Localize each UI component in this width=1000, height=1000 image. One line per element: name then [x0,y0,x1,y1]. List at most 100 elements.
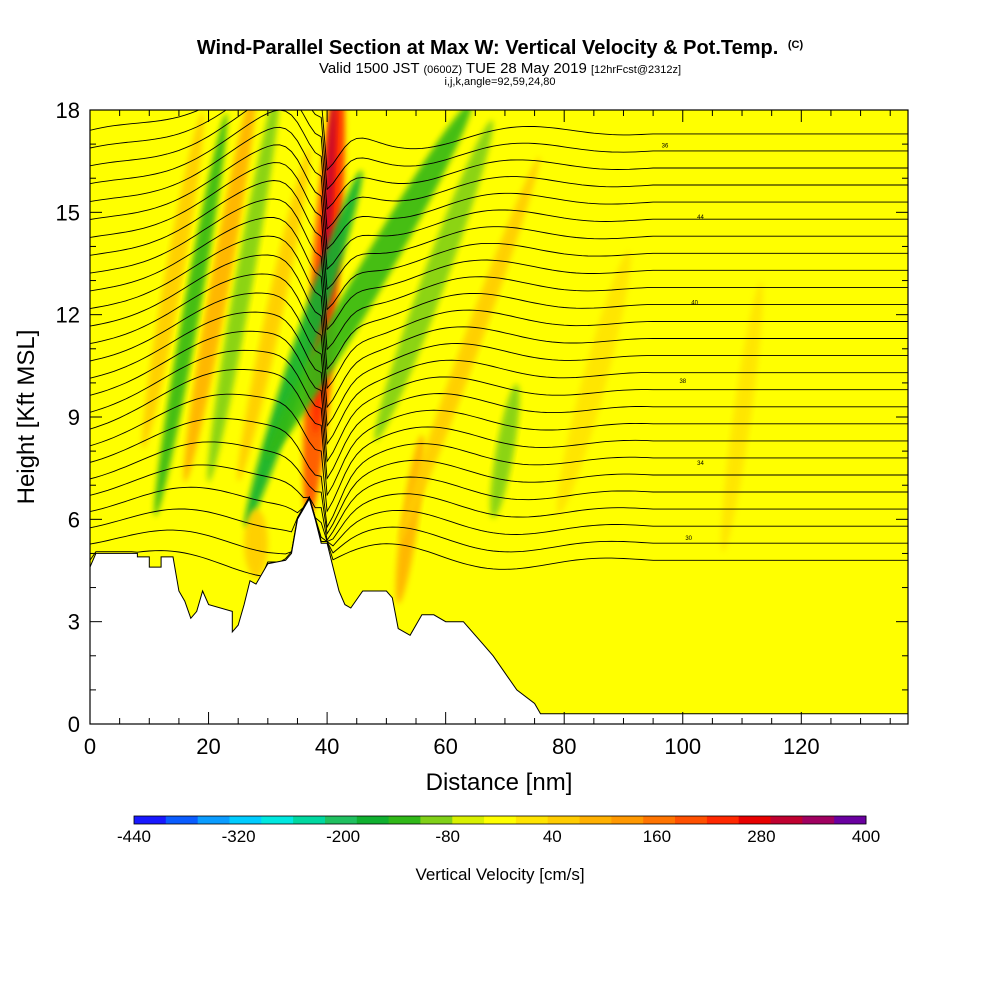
x-tick-label: 60 [433,734,457,759]
y-axis-label: Height [Kft MSL] [13,330,40,505]
colorbar-tick-label: 160 [643,827,671,846]
theta-contour [90,393,908,513]
colorbar-swatch [484,816,517,824]
colorbar-swatch [420,816,453,824]
theta-contour [90,273,908,409]
theta-contour [90,110,908,230]
theta-contour [90,496,908,555]
updraft-low-level [244,509,268,578]
colorbar-swatch [802,816,835,824]
terrain-mask [90,497,908,724]
y-tick-label: 12 [56,303,80,328]
downdraft-band-5 [490,383,520,519]
theta-contour [90,254,908,390]
downdraft-band-2 [207,110,281,483]
theta-contour [90,441,908,536]
y-tick-label: 18 [56,98,80,123]
colorbar: -440 -320 -200 -80 40 160 280 400 [117,815,880,846]
theta-contour [90,311,908,446]
colorbar-tick-label: 400 [852,827,880,846]
contour-label: 36 [662,144,669,150]
theta-contour [90,162,908,291]
theta-contour [90,180,908,311]
colorbar-swatch [261,816,294,824]
colorbar-label: Vertical Velocity [cm/s] [415,865,584,884]
theta-contour [90,110,908,191]
theta-contour [90,110,908,172]
theta-contour [90,198,908,331]
x-axis-label: Distance [nm] [426,769,573,796]
colorbar-swatch [229,816,262,824]
theta-contour [90,464,908,542]
colorbar-tick-label: 280 [747,827,775,846]
downdraft-band-3 [265,110,472,459]
x-tick-label: 80 [552,734,576,759]
colorbar-swatch [197,816,230,824]
x-tick-label: 40 [315,734,339,759]
colorbar-swatch [452,816,485,824]
colorbar-swatch [165,816,199,824]
x-tick-label: 20 [196,734,220,759]
theta-contour [90,292,908,427]
colorbar-swatch [134,816,167,824]
theta-contour [90,417,908,529]
x-tick-label: 100 [664,734,701,759]
chart-indices: i,j,k,angle=92,59,24,80 [444,76,556,88]
colorbar-swatch [834,816,867,824]
contour-label: 38 [679,379,686,385]
theta-contour [90,110,908,210]
theta-contour [90,349,908,480]
y-tick-label: 9 [68,405,80,430]
updraft-band-6 [556,251,631,515]
colorbar-tick-label: -320 [222,827,256,846]
colorbar-frame [133,815,867,825]
y-tick-label: 15 [56,200,80,225]
downdraft-band-1 [154,113,228,517]
colorbar-swatch [611,816,644,824]
theta-contour [90,496,908,577]
theta-contour [90,235,908,371]
updraft-band-5 [398,156,540,542]
colorbar-swatch [515,816,549,824]
contour-labels: 34 36 38 40 44 30 [662,144,705,542]
colorbar-swatch [579,816,612,824]
colorbar-swatch [388,816,421,824]
colorbar-swatch [547,816,580,824]
theta-contour [90,144,908,271]
chart-title: Wind-Parallel Section at Max W: Vertical… [196,37,804,59]
colorbar-swatch [325,816,358,824]
theta-contour [90,217,908,351]
colorbar-tick-label: -440 [117,827,151,846]
contour-label: 30 [685,536,692,542]
updraft-band-2 [183,110,258,483]
colorbar-swatch [706,816,740,824]
theta-contour [90,368,908,497]
plot-area: 34 36 38 40 44 30 [90,110,908,724]
updraft-band-7 [721,281,763,553]
colorbar-tick-label: -200 [326,827,360,846]
colorbar-swatch [675,816,708,824]
theta-contour [90,126,908,250]
theta-contour [90,496,908,547]
contour-label: 44 [697,215,704,221]
y-tick-label: 3 [68,610,80,635]
colorbar-swatch [738,816,771,824]
contour-label: 34 [697,461,704,467]
y-tick-label: 6 [68,507,80,532]
colorbar-swatch [770,816,803,824]
contour-label: 40 [691,300,698,306]
colorbar-swatch [643,816,676,824]
colorbar-swatch [293,816,326,824]
velocity-field [142,110,763,604]
y-tick-label: 0 [68,712,80,737]
colorbar-tick-label: 40 [543,827,562,846]
updraft-band-1 [142,112,204,449]
x-tick-label: 0 [84,734,96,759]
colorbar-swatch [356,816,390,824]
chart-subtitle: Valid 1500 JST (0600Z) TUE 28 May 2019 [… [318,60,682,77]
potential-temperature-contours [90,110,908,577]
colorbar-tick-label: -80 [435,827,460,846]
theta-contour [90,330,908,463]
